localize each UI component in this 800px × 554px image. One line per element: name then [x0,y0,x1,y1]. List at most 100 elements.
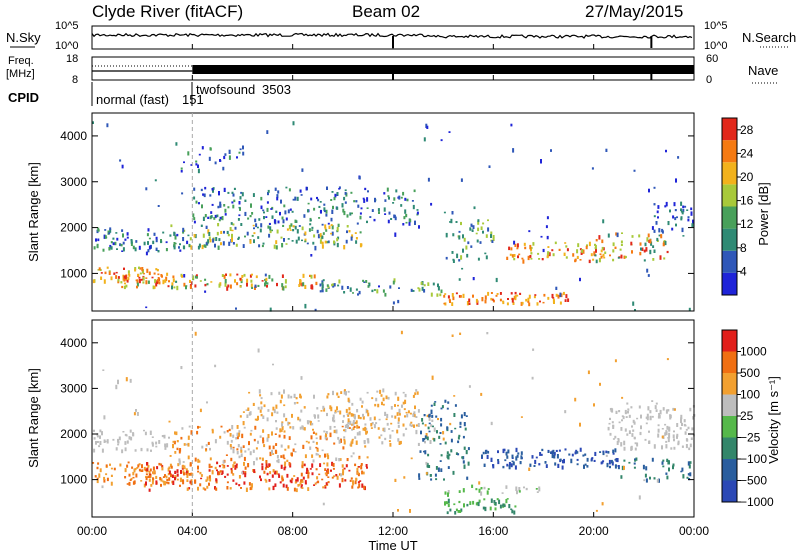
range-cell [662,459,665,462]
range-cell [285,243,288,245]
range-cell [358,290,361,295]
range-cell [655,221,658,225]
power-colorbar-title: Power [dB] [756,182,771,246]
range-cell [565,256,568,259]
range-cell [253,461,255,466]
range-cell [120,281,123,284]
range-cell [282,286,285,291]
range-cell [364,445,367,448]
range-cell [417,409,420,413]
range-cell [97,269,100,271]
range-cell [187,151,190,156]
range-cell [345,464,348,468]
range-cell [128,436,131,440]
range-cell [333,283,336,287]
range-cell [409,412,412,415]
range-cell [236,156,238,159]
range-cell [682,474,685,479]
range-cell [430,292,433,297]
range-cell [453,503,456,506]
range-cell [477,501,480,507]
range-cell [238,484,241,487]
range-cell [686,439,689,442]
range-cell [492,299,495,303]
range-cell [147,228,150,232]
range-cell [243,461,245,466]
range-cell [226,230,229,234]
range-cell [180,436,183,440]
range-cell [363,281,366,283]
range-cell [211,428,214,431]
range-cell [445,256,448,260]
range-cell [620,427,623,431]
range-cell [293,402,296,405]
y-tick-label: 4000 [60,129,87,143]
range-cell [455,508,458,512]
range-cell [455,292,458,295]
range-cell [620,442,623,447]
range-cell [520,416,523,418]
range-cell [547,296,550,300]
range-cell [510,123,513,127]
range-cell [153,232,156,236]
range-cell [389,443,392,447]
range-cell [122,247,125,252]
range-cell [362,197,365,200]
range-cell [228,241,231,246]
range-cell [530,252,533,255]
range-cell [657,428,660,433]
range-cell [196,430,199,435]
range-cell [194,480,197,484]
range-cell [672,215,675,219]
range-cell [482,222,485,225]
range-cell [428,414,431,418]
range-cell [676,433,679,437]
noise-right-label: N.Search [742,30,796,45]
range-cell [512,301,515,305]
range-cell [284,461,287,465]
range-cell [275,210,278,213]
range-cell [236,425,239,429]
range-cell [416,211,419,215]
range-cell [564,448,567,451]
range-cell [672,463,675,467]
range-cell [450,430,453,433]
colorbar-swatch [722,272,737,295]
range-cell [532,348,535,351]
range-cell [631,235,634,238]
range-cell [480,491,483,496]
velocity-colorbar-label: −25 [740,431,761,445]
range-cell [601,239,604,244]
range-cell [210,465,213,468]
range-cell [126,236,129,239]
range-cell [605,454,608,457]
range-cell [346,423,348,428]
noise-right-tick-top: 10^5 [704,20,728,32]
range-cell [639,251,642,256]
range-cell [148,474,151,479]
velocity-panel-frame [91,319,695,518]
range-cell [398,413,401,416]
range-cell [351,212,353,215]
range-cell [350,455,353,458]
range-cell [264,273,267,277]
range-cell [457,453,460,456]
range-cell [511,460,514,463]
range-cell [631,425,633,428]
range-cell [201,244,204,250]
range-cell [175,431,178,436]
range-cell [377,427,380,430]
range-cell [164,474,166,477]
range-cell [659,409,662,415]
range-cell [302,444,305,449]
range-cell [343,389,346,392]
range-cell [280,394,283,399]
range-cell [178,458,181,462]
range-cell [514,465,517,470]
range-cell [130,436,133,441]
range-cell [285,484,288,489]
range-cell [234,279,236,283]
beam-title: Beam 02 [352,2,420,21]
range-cell [664,423,667,426]
range-cell [653,215,656,218]
